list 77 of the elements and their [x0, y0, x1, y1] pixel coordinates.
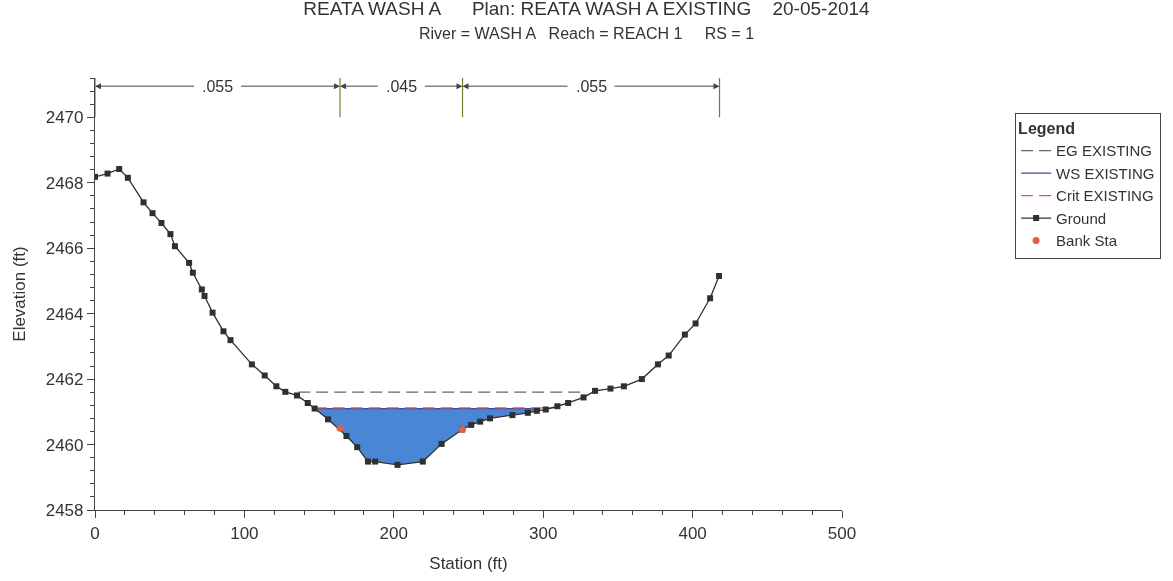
y-axis-title: Elevation (ft): [10, 246, 30, 342]
point: [487, 415, 494, 422]
point: [419, 458, 426, 465]
point: [248, 361, 255, 368]
point: [201, 292, 208, 299]
legend-label: Ground: [1056, 209, 1107, 227]
chart-title: REATA WASH A Plan: REATA WASH A EXISTING 20-05-2014: [303, 0, 871, 19]
x-tick-label: 500: [827, 523, 857, 543]
point: [620, 383, 627, 390]
point: [167, 231, 174, 238]
point: [707, 295, 714, 302]
point: [372, 458, 379, 465]
point: [681, 331, 688, 338]
point: [638, 376, 645, 383]
point: [189, 269, 196, 276]
point: [565, 399, 572, 406]
y-tick-label: 2464: [45, 304, 84, 324]
point: [580, 394, 587, 401]
x-axis-title: Station (ft): [429, 553, 508, 573]
point: [542, 406, 549, 413]
point: [261, 372, 268, 379]
point: [477, 418, 484, 425]
point: [158, 219, 165, 226]
x-tick-label: 200: [379, 523, 408, 543]
point: [104, 170, 111, 177]
point: [149, 210, 156, 217]
y-tick-label: 2466: [45, 239, 84, 259]
x-tick-label: 300: [529, 523, 558, 543]
y-tick-label: 2470: [45, 108, 84, 128]
y-tick-label: 2458: [45, 500, 84, 520]
x-tick-label: 100: [230, 523, 259, 543]
legend-label: Bank Sta: [1056, 232, 1118, 250]
point: [293, 392, 300, 399]
point: [533, 407, 540, 414]
legend-label: Crit EXISTING: [1056, 187, 1154, 205]
point: [665, 352, 672, 359]
point: [282, 388, 289, 395]
point: [227, 337, 234, 344]
point: [304, 399, 311, 406]
legend-label: WS EXISTING: [1056, 164, 1155, 182]
point: [509, 412, 516, 419]
point: [364, 458, 371, 465]
point: [124, 174, 131, 181]
point: [171, 243, 178, 250]
point: [116, 165, 123, 172]
point: [716, 273, 723, 279]
point: [186, 259, 193, 266]
chart-subtitle: River = WASH A Reach = REACH 1 RS = 1: [418, 25, 755, 43]
point: [140, 199, 147, 206]
point: [468, 421, 475, 428]
point: [336, 424, 344, 432]
y-tick-label: 2460: [45, 435, 84, 455]
y-tick-label: 2468: [45, 173, 84, 193]
point: [654, 361, 661, 368]
point: [220, 328, 227, 335]
point: [394, 461, 401, 468]
point: [198, 286, 205, 293]
annotation: .055: [576, 78, 608, 95]
annotation: .045: [386, 78, 418, 95]
annotation: .055: [202, 78, 234, 95]
point: [554, 403, 561, 410]
point: [311, 405, 318, 412]
legend-title: Legend: [1018, 120, 1075, 138]
point: [343, 433, 350, 440]
y-tick-label: 2462: [45, 370, 84, 390]
legend-label: EG EXISTING: [1056, 142, 1152, 160]
x-tick-label: 400: [678, 523, 707, 543]
x-tick-label: 0: [90, 523, 100, 543]
point: [607, 385, 614, 392]
point: [692, 320, 699, 327]
point: [325, 416, 332, 423]
point: [209, 309, 216, 316]
point: [592, 387, 599, 394]
point: [524, 409, 531, 416]
point: [354, 444, 361, 451]
point: [438, 440, 445, 447]
point: [273, 383, 280, 390]
